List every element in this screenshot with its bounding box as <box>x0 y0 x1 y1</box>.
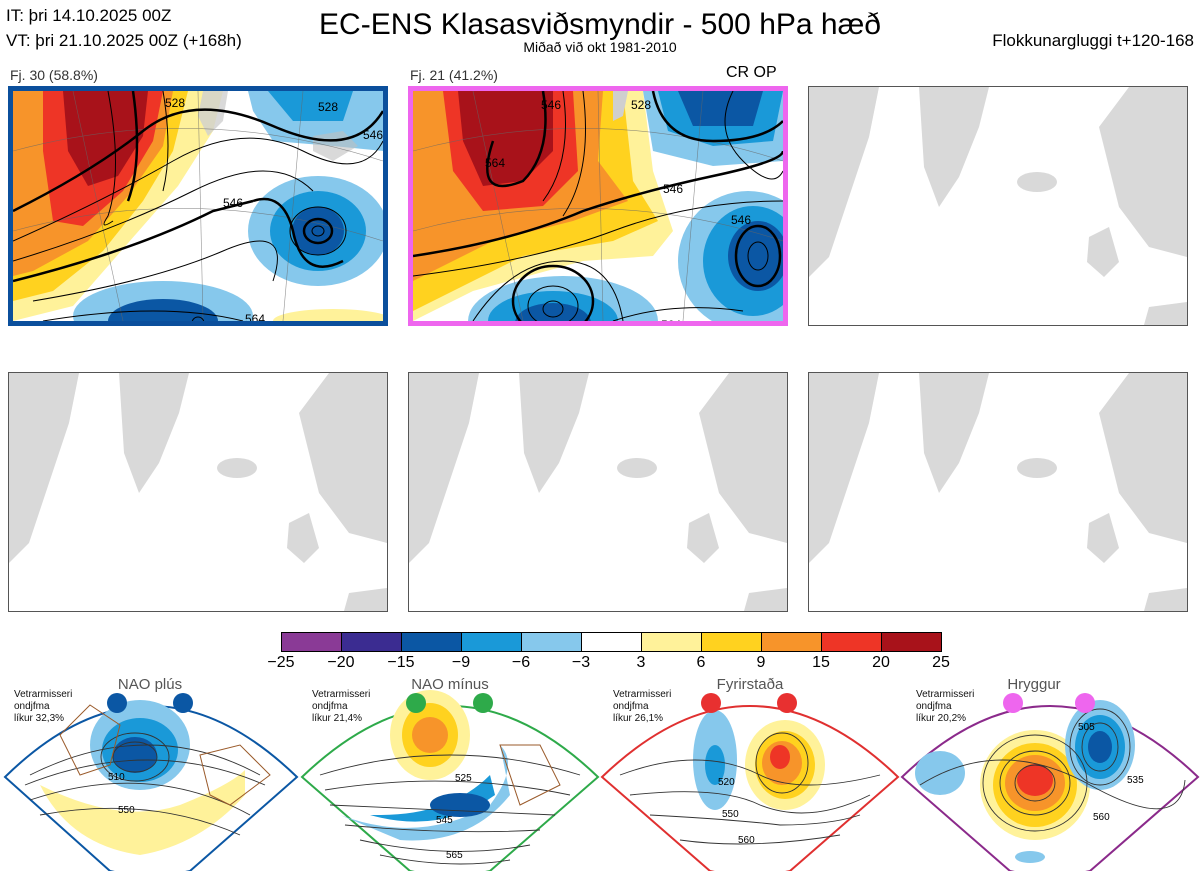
colorbar-tick: −15 <box>387 654 415 671</box>
cluster-map-1[interactable]: 546 528 546 564 528 <box>8 86 388 326</box>
empty-map-4 <box>8 372 388 612</box>
colorbar-segment <box>881 632 942 652</box>
panel-2-tag: CR OP <box>726 64 777 81</box>
anomaly-darkblue-south <box>108 299 218 321</box>
anomaly-darkred <box>63 91 148 186</box>
colorbar-segment <box>581 632 642 652</box>
colorbar-segment <box>461 632 522 652</box>
cluster-map-2[interactable]: 546 564 528 546 546 564 <box>408 86 788 326</box>
colorbar-segment <box>821 632 882 652</box>
anomaly-darkblue-north <box>678 91 763 126</box>
regime-title-nao-plus: NAO plús <box>117 676 183 693</box>
colorbar-segment <box>641 632 702 652</box>
colorbar-segment <box>281 632 342 652</box>
anomaly-darkblue-east <box>292 207 344 255</box>
contour-label: 546 <box>223 196 243 210</box>
empty-map-3 <box>808 86 1188 326</box>
panel-1-label: Fj. 30 (58.8%) <box>10 67 98 83</box>
initial-time: IT: þri 14.10.2025 00Z <box>6 6 172 25</box>
regime-title-ridge: Hryggur <box>1007 676 1061 693</box>
regime-nao-minus[interactable]: 525 545 565 <box>300 690 600 871</box>
colorbar-tick: 20 <box>872 654 890 671</box>
regime-contour-label: 525 <box>455 773 472 784</box>
colorbar-tick: −3 <box>571 654 591 671</box>
regime-contour-label: 520 <box>718 777 735 788</box>
regime-contour-label: 505 <box>1078 722 1095 733</box>
panel-2-label: Fj. 21 (41.2%) <box>410 67 498 83</box>
classification-window: Flokkunargluggi t+120-168 <box>992 31 1194 50</box>
contour-label: 546 <box>363 128 383 142</box>
colorbar-segment <box>401 632 462 652</box>
regime-contour-label: 550 <box>722 809 739 820</box>
regime-contour-label: 535 <box>1127 775 1144 786</box>
colorbar-tick: −6 <box>511 654 531 671</box>
empty-map-6 <box>808 372 1188 612</box>
contour-label: 564 <box>485 156 505 170</box>
contour-label: 546 <box>541 98 561 112</box>
contour-label: 564 <box>661 318 681 321</box>
anomaly-darkred <box>458 91 553 186</box>
regime-info-nao-minus: Vetrarmisseri ondjfma líkur 21,4% <box>312 689 371 724</box>
regime-contour-label: 560 <box>1093 812 1110 823</box>
regime-contour-label: 550 <box>118 805 135 816</box>
regime-ridge[interactable]: 505 535 560 <box>900 693 1200 871</box>
regime-blocking[interactable]: 520 550 560 <box>600 693 900 871</box>
regime-info-ridge: Vetrarmisseri ondjfma líkur 20,2% <box>916 689 975 724</box>
contour-label: 546 <box>663 182 683 196</box>
contour-label: 528 <box>318 100 338 114</box>
contour-label: 528 <box>631 98 651 112</box>
colorbar-segment <box>761 632 822 652</box>
colorbar-segment <box>341 632 402 652</box>
colorbar-segment <box>701 632 762 652</box>
anomaly-blue-north <box>268 91 353 121</box>
contour-label: 546 <box>731 213 751 227</box>
colorbar-tick: 6 <box>696 654 706 671</box>
valid-time: VT: þri 21.10.2025 00Z (+168h) <box>6 31 242 50</box>
page-title: EC-ENS Klasasviðsmyndir - 500 hPa hæð <box>319 8 881 41</box>
contour-label: 564 <box>245 312 265 321</box>
colorbar-tick: −9 <box>451 654 471 671</box>
colorbar-segment <box>521 632 582 652</box>
regime-contour-label: 565 <box>446 850 463 861</box>
contour-label: 528 <box>165 96 185 110</box>
colorbar-tick: −20 <box>327 654 355 671</box>
regime-title-blocking: Fyrirstaða <box>716 676 784 693</box>
empty-map-5 <box>408 372 788 612</box>
regime-contour-label: 560 <box>738 835 755 846</box>
colorbar-tick: 3 <box>636 654 646 671</box>
regime-nao-plus[interactable]: 510 550 <box>3 693 299 871</box>
colorbar-tick: 25 <box>932 654 950 671</box>
colorbar-tick: 9 <box>756 654 766 671</box>
regime-info-nao-plus: Vetrarmisseri ondjfma líkur 32,3% <box>14 689 73 724</box>
regime-contour-label: 510 <box>108 772 125 783</box>
regime-info-blocking: Vetrarmisseri ondjfma líkur 26,1% <box>613 689 672 724</box>
colorbar-tick: −25 <box>267 654 295 671</box>
regime-maps: 510 550 525 545 565 <box>3 690 1200 871</box>
regime-contour-label: 545 <box>436 815 453 826</box>
regime-title-nao-minus: NAO mínus <box>411 676 489 693</box>
colorbar-tick: 15 <box>812 654 830 671</box>
page-subtitle: Miðað við okt 1981-2010 <box>523 39 677 55</box>
